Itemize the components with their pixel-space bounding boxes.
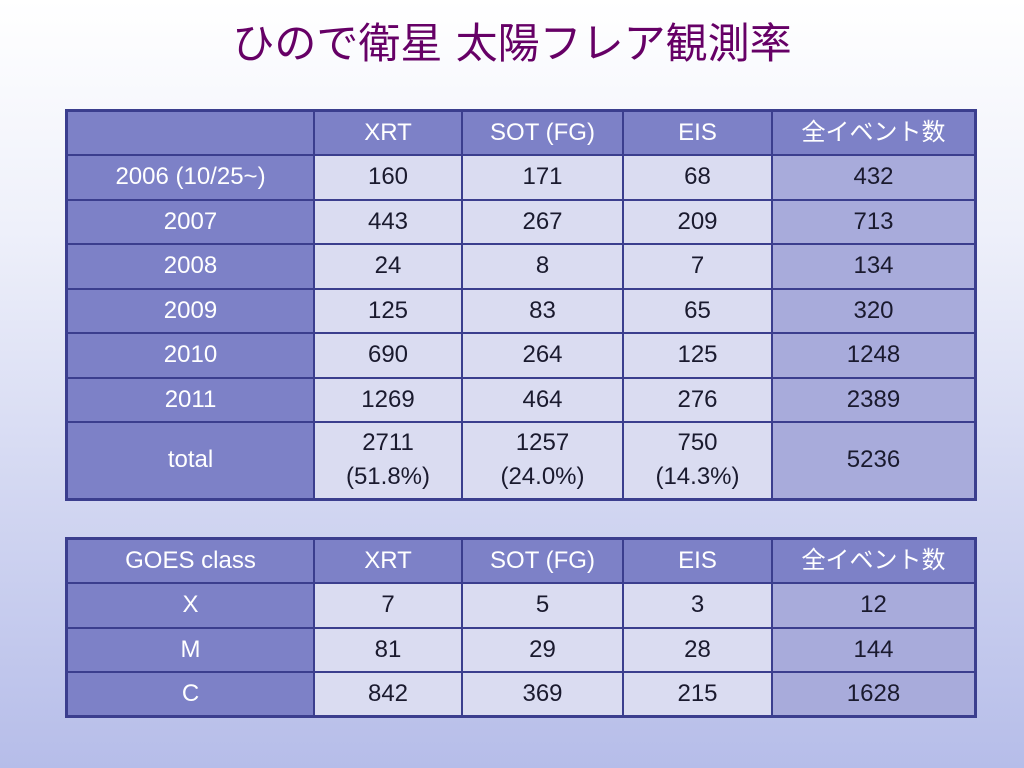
cell-sot: 5 (461, 582, 624, 629)
table-row: X 7 5 3 12 (65, 582, 977, 629)
cell-xrt: 690 (313, 332, 463, 379)
cell-all-events: 144 (771, 626, 977, 673)
cell-sot: 267 (461, 198, 624, 245)
cell-xrt: 1269 (313, 376, 463, 423)
cell-eis-total: 750 (14.3%) (622, 421, 773, 500)
cell-xrt-total: 2711 (51.8%) (313, 421, 463, 500)
total-percent: (24.0%) (500, 463, 585, 491)
table-row: 2009 125 83 65 320 (65, 287, 977, 334)
cell-eis: 68 (622, 154, 773, 201)
column-header-eis: EIS (622, 537, 773, 584)
table-row: 2011 1269 464 276 2389 (65, 376, 977, 423)
total-percent: (14.3%) (655, 463, 740, 491)
total-count: 750 (677, 429, 718, 457)
cell-all-events: 432 (771, 154, 977, 201)
cell-xrt: 125 (313, 287, 463, 334)
table-header-row: GOES class XRT SOT (FG) EIS 全イベント数 (65, 537, 977, 584)
column-header-all-events: 全イベント数 (771, 109, 977, 156)
cell-eis: 276 (622, 376, 773, 423)
column-header-sot: SOT (FG) (461, 537, 624, 584)
row-label-goes-class: X (65, 582, 315, 629)
cell-xrt: 443 (313, 198, 463, 245)
cell-all-events: 713 (771, 198, 977, 245)
slide-title: ひので衛星 太陽フレア観測率 (232, 19, 792, 68)
cell-all-events: 1248 (771, 332, 977, 379)
cell-sot: 264 (461, 332, 624, 379)
table-row: C 842 369 215 1628 (65, 671, 977, 718)
cell-sot: 83 (461, 287, 624, 334)
total-count: 1257 (515, 429, 570, 457)
row-label-year: 2010 (65, 332, 315, 379)
row-label-goes-class: M (65, 626, 315, 673)
table-row: 2010 690 264 125 1248 (65, 332, 977, 379)
table-row: 2006 (10/25~) 160 171 68 432 (65, 154, 977, 201)
table-total-row: total 2711 (51.8%) 1257 (24.0%) 750 (14.… (65, 421, 977, 500)
table-header-row: XRT SOT (FG) EIS 全イベント数 (65, 109, 977, 156)
cell-all-events: 320 (771, 287, 977, 334)
total-percent: (51.8%) (345, 463, 431, 491)
column-header-xrt: XRT (313, 109, 463, 156)
cell-eis: 3 (622, 582, 773, 629)
cell-xrt: 81 (313, 626, 463, 673)
cell-xrt: 24 (313, 243, 463, 290)
row-label-year: 2011 (65, 376, 315, 423)
cell-eis: 65 (622, 287, 773, 334)
column-header-xrt: XRT (313, 537, 463, 584)
total-count: 2711 (362, 429, 414, 457)
row-label-total: total (65, 421, 315, 500)
cell-sot-total: 1257 (24.0%) (461, 421, 624, 500)
row-label-year: 2008 (65, 243, 315, 290)
flare-observation-by-year-table: XRT SOT (FG) EIS 全イベント数 2006 (10/25~) 16… (65, 109, 977, 501)
cell-sot: 369 (461, 671, 624, 718)
cell-eis: 28 (622, 626, 773, 673)
cell-eis: 7 (622, 243, 773, 290)
cell-all-events: 1628 (771, 671, 977, 718)
cell-sot: 464 (461, 376, 624, 423)
row-label-year: 2007 (65, 198, 315, 245)
table-row: M 81 29 28 144 (65, 626, 977, 673)
cell-sot: 8 (461, 243, 624, 290)
table-row: 2007 443 267 209 713 (65, 198, 977, 245)
cell-xrt: 160 (313, 154, 463, 201)
column-header-sot: SOT (FG) (461, 109, 624, 156)
cell-xrt: 7 (313, 582, 463, 629)
row-label-year: 2009 (65, 287, 315, 334)
cell-eis: 209 (622, 198, 773, 245)
cell-eis: 215 (622, 671, 773, 718)
cell-all-events: 2389 (771, 376, 977, 423)
cell-sot: 171 (461, 154, 624, 201)
column-header-all-events: 全イベント数 (771, 537, 977, 584)
cell-eis: 125 (622, 332, 773, 379)
flare-observation-by-goes-class-table: GOES class XRT SOT (FG) EIS 全イベント数 X 7 5… (65, 537, 977, 718)
column-header-eis: EIS (622, 109, 773, 156)
column-header-corner (65, 109, 315, 156)
cell-xrt: 842 (313, 671, 463, 718)
column-header-goes-class: GOES class (65, 537, 315, 584)
row-label-year: 2006 (10/25~) (65, 154, 315, 201)
cell-all-events-total: 5236 (771, 421, 977, 500)
cell-all-events: 12 (771, 582, 977, 629)
table-row: 2008 24 8 7 134 (65, 243, 977, 290)
cell-sot: 29 (461, 626, 624, 673)
row-label-goes-class: C (65, 671, 315, 718)
cell-all-events: 134 (771, 243, 977, 290)
